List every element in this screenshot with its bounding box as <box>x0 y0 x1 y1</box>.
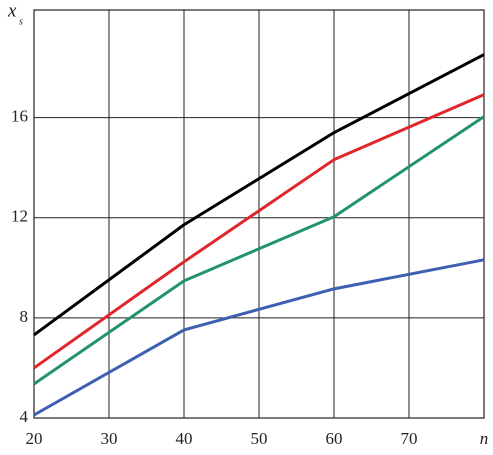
y-axis-label-subscript: s <box>19 16 23 27</box>
x-tick-label: 20 <box>26 429 43 448</box>
y-tick-label: 12 <box>11 207 28 226</box>
y-tick-label: 8 <box>20 307 29 326</box>
x-axis-label: n <box>480 429 489 448</box>
x-tick-label: 50 <box>251 429 268 448</box>
data-line <box>33 93 485 370</box>
x-tick-label: 60 <box>326 429 343 448</box>
x-tick-label: 40 <box>176 429 193 448</box>
data-line <box>33 53 485 337</box>
data-line <box>33 258 485 417</box>
x-tick-label: 70 <box>401 429 418 448</box>
y-tick-label: 4 <box>20 407 29 426</box>
y-axis-label: x <box>7 0 17 21</box>
y-tick-label: 16 <box>11 107 28 126</box>
data-line <box>33 115 485 386</box>
x-tick-label: 30 <box>101 429 118 448</box>
